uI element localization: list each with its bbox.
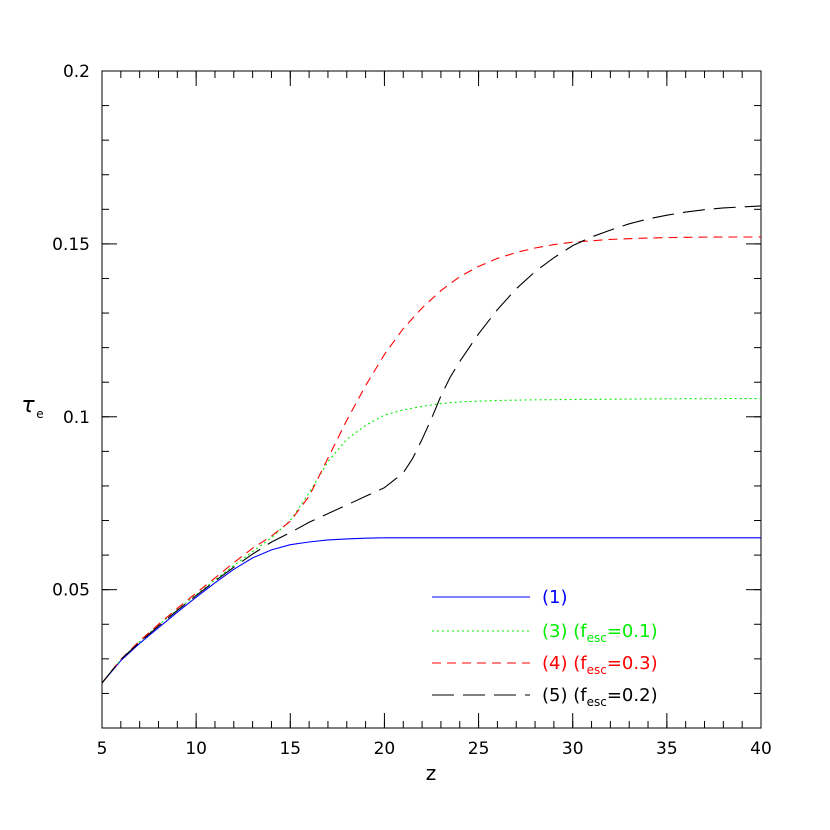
x-tick-label: 15 bbox=[279, 739, 301, 759]
legend-fesc-close: ) bbox=[651, 653, 658, 674]
legend-entry-1: (1) bbox=[432, 587, 568, 608]
series-line-3 bbox=[101, 236, 761, 684]
legend-label-index: (1) bbox=[542, 587, 568, 608]
x-tick-label: 35 bbox=[656, 739, 678, 759]
x-tick-label: 40 bbox=[750, 739, 772, 759]
legend-entry-4: (5) (fesc=0.2) bbox=[432, 685, 658, 709]
series-line-2 bbox=[101, 397, 762, 684]
legend-entry-3: (4) (fesc=0.3) bbox=[432, 653, 658, 677]
y-tick-label: 0.05 bbox=[52, 581, 90, 601]
legend-fesc-equals: = bbox=[607, 621, 622, 642]
y-axis-label-tau: τ bbox=[21, 393, 35, 418]
legend-fesc-value: 0.3 bbox=[622, 653, 651, 674]
legend-fesc-subscript: esc bbox=[587, 631, 607, 645]
legend-entry-2: (3) (fesc=0.1) bbox=[432, 621, 658, 645]
legend-fesc-close: ) bbox=[651, 685, 658, 706]
legend-fesc-close: ) bbox=[651, 621, 658, 642]
x-tick-label: 30 bbox=[562, 739, 584, 759]
y-tick-label: 0.2 bbox=[63, 62, 90, 82]
legend: (1)(3) (fesc=0.1)(4) (fesc=0.3)(5) (fesc… bbox=[432, 587, 658, 709]
x-tick-label: 20 bbox=[374, 739, 396, 759]
legend-fesc-open: (f bbox=[568, 653, 588, 674]
legend-label-1: (1) bbox=[542, 587, 568, 608]
x-axis-label: z bbox=[426, 761, 437, 785]
x-tick-label: 5 bbox=[97, 739, 108, 759]
legend-fesc-subscript: esc bbox=[587, 663, 607, 677]
legend-label-index: (5) bbox=[542, 685, 568, 706]
y-axis-label-subscript: e bbox=[36, 407, 43, 421]
series-line-1 bbox=[101, 537, 761, 684]
legend-fesc-equals: = bbox=[607, 653, 622, 674]
x-tick-label: 25 bbox=[468, 739, 490, 759]
legend-fesc-subscript: esc bbox=[587, 695, 607, 709]
legend-label-4: (5) (fesc=0.2) bbox=[542, 685, 658, 709]
legend-fesc-value: 0.1 bbox=[622, 621, 651, 642]
series-line-4 bbox=[101, 205, 762, 684]
legend-fesc-open: (f bbox=[568, 685, 588, 706]
legend-label-index: (3) bbox=[542, 621, 568, 642]
plot-frame bbox=[101, 70, 762, 729]
plot-lines bbox=[101, 205, 762, 684]
legend-label-2: (3) (fesc=0.1) bbox=[542, 621, 658, 645]
legend-label-3: (4) (fesc=0.3) bbox=[542, 653, 658, 677]
legend-fesc-value: 0.2 bbox=[622, 685, 651, 706]
x-tick-label: 10 bbox=[185, 739, 207, 759]
y-tick-label: 0.1 bbox=[63, 408, 90, 428]
legend-label-index: (4) bbox=[542, 653, 568, 674]
y-tick-label: 0.15 bbox=[52, 235, 90, 255]
axes: 5 10 15 20 25 30 35 40 0.05 0.1 0.15 0.2 bbox=[52, 62, 772, 759]
y-axis-label: τ e bbox=[21, 393, 43, 421]
legend-fesc-open: (f bbox=[568, 621, 588, 642]
legend-fesc-equals: = bbox=[607, 685, 622, 706]
